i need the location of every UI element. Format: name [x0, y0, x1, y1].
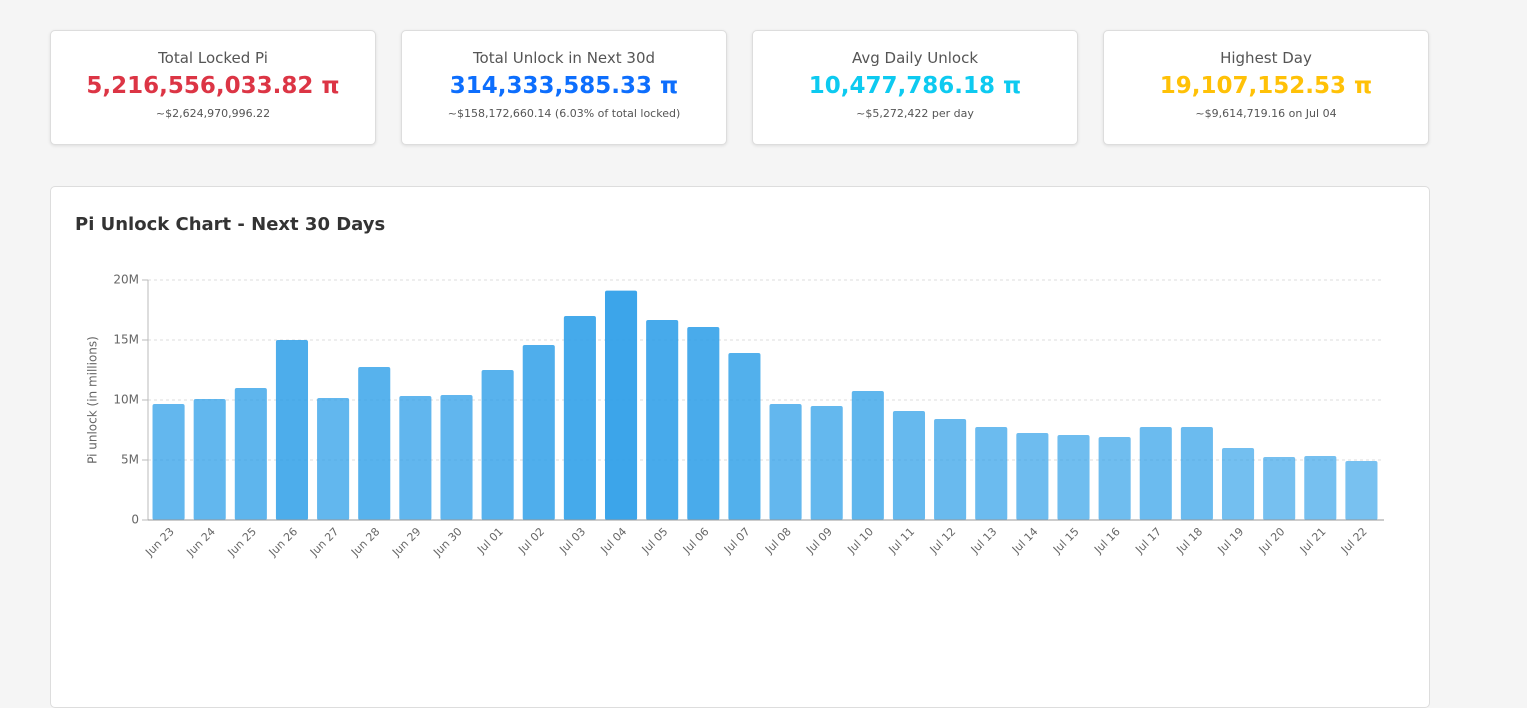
bar [399, 396, 432, 520]
x-tick-label: Jul 21 [1297, 525, 1329, 557]
x-tick-label: Jul 08 [762, 525, 794, 557]
bar [440, 394, 473, 520]
y-tick-label: 5M [121, 453, 139, 467]
x-tick-label: Jul 13 [968, 525, 1000, 557]
bar [851, 391, 884, 520]
x-tick-label: Jun 26 [266, 525, 300, 559]
x-tick-label: Jun 29 [389, 525, 423, 559]
bar [1345, 460, 1378, 520]
card-note: ~$5,272,422 per day [856, 107, 974, 120]
y-tick-label: 0 [131, 513, 139, 527]
x-tick-label: Jul 11 [886, 525, 918, 557]
y-tick-label: 10M [113, 393, 139, 407]
x-tick-label: Jul 07 [721, 525, 753, 557]
bar [275, 340, 309, 520]
x-tick-label: Jul 22 [1338, 525, 1370, 557]
bar [1263, 457, 1296, 520]
chart-card: Pi Unlock Chart - Next 30 Days Pi unlock… [50, 186, 1430, 708]
bar [1016, 433, 1049, 520]
x-tick-label: Jun 25 [225, 525, 259, 559]
chart: Pi Unlock Chart - Next 30 Days Pi unlock… [75, 214, 1384, 559]
x-tick-label: Jul 10 [844, 525, 876, 557]
page: Total Locked Pi 5,216,556,033.82 π ~$2,624… [50, 30, 1430, 708]
x-tick-label: Jul 04 [598, 525, 630, 557]
x-tick-label: Jun 24 [184, 525, 218, 559]
y-tick-label: 15M [113, 333, 139, 347]
y-axis-label: Pi unlock (in millions) [86, 336, 100, 464]
bar [193, 399, 226, 520]
card-value: 10,477,786.18 π [808, 73, 1022, 99]
bar [728, 352, 761, 520]
card-title: Highest Day [1220, 49, 1312, 67]
x-tick-label: Jun 23 [142, 525, 176, 559]
bar [604, 290, 638, 520]
stat-card: Highest Day 19,107,152.53 π ~$9,614,719.16… [1103, 30, 1429, 145]
bar [563, 316, 596, 520]
card-title: Total Unlock in Next 30d [472, 49, 656, 67]
x-tick-label: Jul 18 [1173, 525, 1205, 557]
bar [358, 367, 391, 520]
x-tick-label: Jun 28 [348, 525, 382, 559]
bar [152, 403, 185, 520]
x-tick-label: Jul 12 [927, 525, 959, 557]
x-tick-label: Jul 06 [680, 525, 712, 557]
x-tick-label: Jul 19 [1215, 525, 1247, 557]
card-value: 19,107,152.53 π [1159, 73, 1373, 99]
bar [892, 411, 926, 520]
bar [1098, 436, 1131, 520]
card-note: ~$9,614,719.16 on Jul 04 [1195, 107, 1337, 120]
x-tick-label: Jul 05 [639, 525, 671, 557]
x-tick-label: Jul 02 [515, 525, 547, 557]
x-tick-label: Jun 27 [307, 525, 341, 559]
x-tick-label: Jun 30 [430, 525, 464, 559]
x-tick-label: Jul 09 [803, 525, 835, 557]
x-tick-label: Jul 01 [474, 525, 506, 557]
bar [481, 370, 514, 520]
x-tick-label: Jul 14 [1009, 525, 1041, 557]
bar [769, 403, 802, 520]
card-value: 5,216,556,033.82 π [86, 73, 340, 99]
x-tick-label: Jul 15 [1050, 525, 1082, 557]
stat-card: Total Unlock in Next 30d 314,333,585.33 π… [401, 30, 727, 145]
stat-card: Total Locked Pi 5,216,556,033.82 π ~$2,624… [50, 30, 376, 145]
bar [1221, 448, 1255, 520]
stat-card: Avg Daily Unlock 10,477,786.18 π ~$5,272,4… [752, 30, 1078, 145]
bar [317, 397, 350, 520]
bar [522, 345, 555, 520]
card-value: 314,333,585.33 π [449, 73, 679, 99]
chart-title: Pi Unlock Chart - Next 30 Days [75, 214, 385, 235]
bar [1057, 435, 1090, 520]
card-note: ~$158,172,660.14 (6.03% of total locked) [447, 107, 681, 120]
bar [687, 327, 720, 520]
bar [1304, 456, 1337, 520]
bar [646, 319, 679, 520]
card-note: ~$2,624,970,996.22 [155, 107, 271, 120]
bar [1139, 427, 1172, 520]
x-tick-label: Jul 20 [1256, 525, 1288, 557]
x-tick-label: Jul 03 [556, 525, 588, 557]
bar [1180, 427, 1213, 520]
x-tick-label: Jul 16 [1091, 525, 1123, 557]
card-title: Avg Daily Unlock [851, 49, 979, 67]
x-tick-label: Jul 17 [1132, 525, 1164, 557]
bar [234, 388, 267, 520]
y-tick-label: 20M [113, 273, 139, 287]
bar [934, 418, 967, 520]
card-title: Total Locked Pi [158, 49, 268, 67]
bar [975, 427, 1008, 520]
bar [810, 406, 843, 520]
